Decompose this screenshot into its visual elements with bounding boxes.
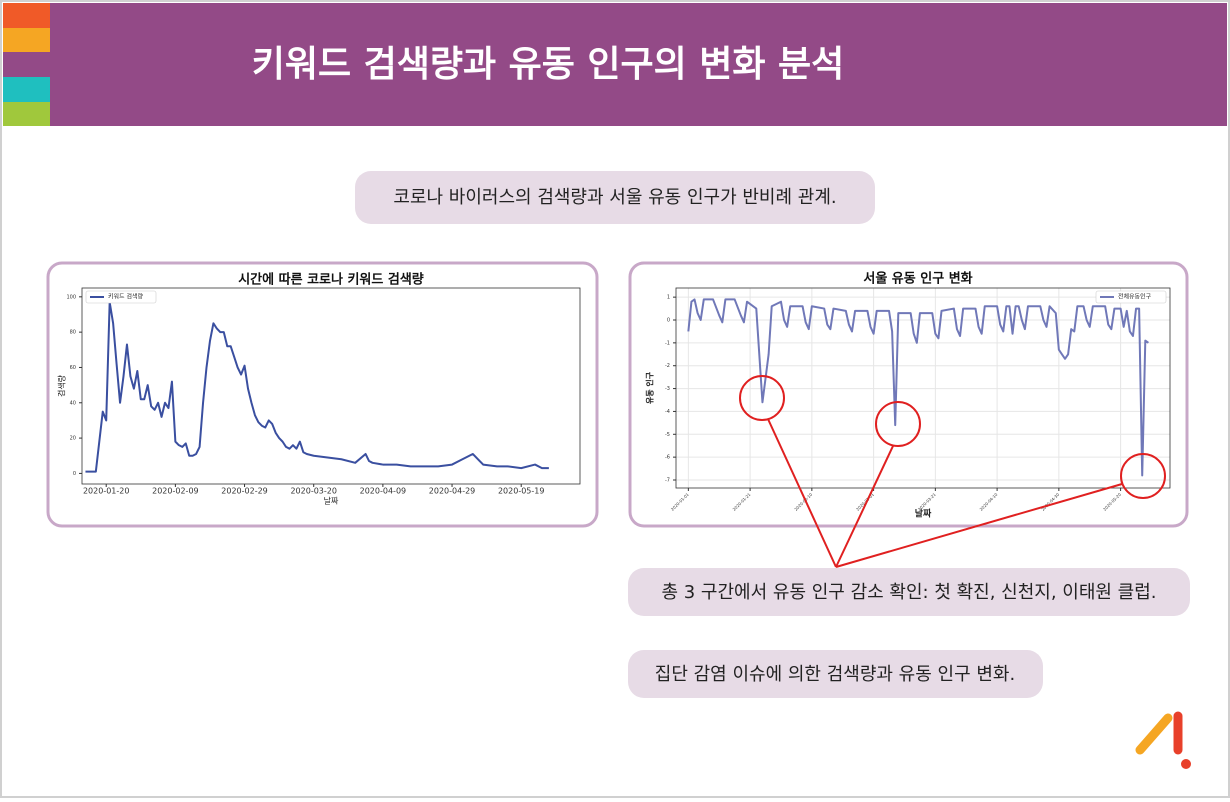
data-line xyxy=(85,301,549,473)
accent-block xyxy=(3,3,50,28)
annotations xyxy=(739,375,1166,568)
accent-block xyxy=(3,28,50,52)
logo-stroke xyxy=(1135,713,1173,755)
y-tick-label: 0 xyxy=(667,318,670,324)
x-tick-label: 2020-03-20 xyxy=(290,487,337,496)
x-tick-label: 2020-04-09 xyxy=(360,487,407,496)
y-tick-label: -2 xyxy=(665,363,670,369)
pointer-line xyxy=(835,483,1123,568)
y-tick-label: 20 xyxy=(70,436,76,442)
note-box xyxy=(628,650,1043,698)
y-tick-label: -3 xyxy=(665,386,670,392)
pointer-line xyxy=(835,445,894,568)
note-text: 총 3 구간에서 유동 인구 감소 확인: 첫 확진, 신천지, 이태원 클럽. xyxy=(661,582,1156,603)
x-axis-label: 날짜 xyxy=(915,508,932,520)
data-line xyxy=(687,298,1149,477)
highlight-circle xyxy=(875,401,921,447)
legend-box xyxy=(1095,290,1167,304)
x-tick-label: 2020-02-09 xyxy=(152,487,199,496)
chart-panel xyxy=(628,261,1189,528)
chart-title: 시간에 따른 코로나 키워드 검색량 xyxy=(238,272,424,288)
x-tick-label: 2020-01-20 xyxy=(83,487,130,496)
slide-title: 키워드 검색량과 유동 인구의 변화 분석 xyxy=(252,44,845,85)
header-bar xyxy=(3,3,1227,126)
accent-block xyxy=(3,102,50,126)
y-tick-label: 80 xyxy=(70,330,76,336)
chart-title: 서울 유동 인구 변화 xyxy=(863,271,972,287)
legend-label: 키워드 검색량 xyxy=(108,293,144,301)
note-box xyxy=(628,568,1190,616)
x-tick-label: 2020-05-19 xyxy=(498,487,545,496)
plot-frame xyxy=(81,287,581,485)
y-tick-label: 60 xyxy=(70,365,76,371)
note-text: 집단 감염 이슈에 의한 검색량과 유동 인구 변화. xyxy=(655,664,1015,685)
y-tick-label: -5 xyxy=(665,432,670,438)
highlight-circle xyxy=(739,375,785,421)
x-axis-label: 날짜 xyxy=(324,496,339,506)
y-tick-label: -1 xyxy=(665,340,670,346)
x-tick-label: 2020-02-29 xyxy=(221,487,268,496)
note-text: 코로나 바이러스의 검색량과 서울 유동 인구가 반비례 관계. xyxy=(393,187,836,208)
y-tick-label: 40 xyxy=(70,400,76,406)
logo-dot xyxy=(1181,759,1191,769)
note-box xyxy=(355,171,875,224)
y-tick-label: -6 xyxy=(665,455,670,461)
y-axis-label: 검색량 xyxy=(57,374,67,397)
legend-label: 전체유동인구 xyxy=(1118,293,1152,301)
y-tick-label: 100 xyxy=(66,294,76,300)
plot-frame xyxy=(675,287,1171,489)
legend-box xyxy=(85,290,157,304)
y-tick-label: -4 xyxy=(665,409,670,415)
y-axis-label: 유동 인구 xyxy=(645,371,655,404)
y-tick-label: -7 xyxy=(665,478,670,484)
y-tick-label: 1 xyxy=(667,295,670,301)
x-tick-label: 2020-04-29 xyxy=(429,487,476,496)
y-tick-label: 0 xyxy=(73,471,76,477)
accent-block xyxy=(3,77,50,102)
pointer-line xyxy=(767,418,837,568)
highlight-circle xyxy=(1120,453,1166,499)
logo xyxy=(1135,711,1191,769)
